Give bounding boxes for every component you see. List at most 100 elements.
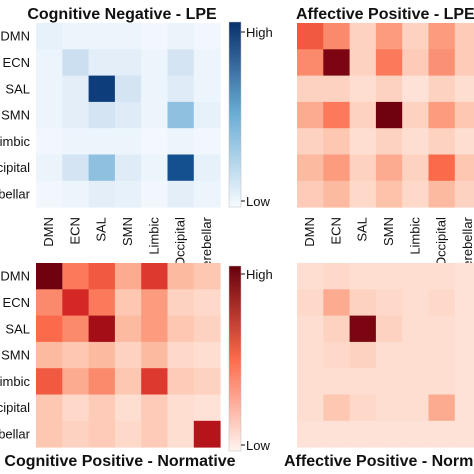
heatmap-cell-cerebellar-sal — [88, 180, 116, 208]
heatmap-cell-sal-limbic — [402, 315, 429, 343]
row-label-ecn: ECN — [3, 55, 30, 70]
row-label-dmn: DMN — [0, 269, 30, 284]
panel-1-colorbar-gradient — [228, 21, 242, 208]
heatmap-cell-cerebellar-cerebellar — [454, 180, 474, 208]
panel-3-title: Cognitive Positive - Normative — [4, 453, 235, 470]
heatmap-cell-dmn-occipital — [167, 23, 195, 50]
heatmap-cell-occipital-ecn — [62, 394, 90, 422]
panel-1-cells — [36, 23, 221, 208]
heatmap-cell-limbic-dmn — [36, 368, 63, 395]
heatmap-cell-smn-smn — [114, 101, 142, 129]
row-label-smn: SMN — [1, 108, 30, 123]
heatmap-cell-ecn-smn — [114, 289, 142, 317]
row-label-ecn: ECN — [3, 295, 30, 310]
heatmap-cell-ecn-cerebellar — [454, 289, 474, 317]
heatmap-cell-limbic-cerebellar — [454, 368, 474, 395]
heatmap-cell-ecn-occipital — [428, 49, 456, 77]
heatmap-cell-sal-smn — [114, 315, 142, 343]
heatmap-cell-limbic-limbic — [141, 128, 168, 155]
heatmap-cell-limbic-ecn — [323, 128, 351, 155]
heatmap-cell-cerebellar-dmn — [36, 420, 63, 448]
heatmap-cell-smn-cerebellar — [454, 341, 474, 369]
panel-1-row-labels: DMN ECN SAL SMN Limbic Occipital Cerebellar — [0, 29, 31, 202]
heatmap-cell-sal-limbic — [402, 75, 429, 103]
heatmap-cell-dmn-limbic — [141, 23, 168, 50]
heatmap-cell-sal-ecn — [323, 315, 351, 343]
heatmap-cell-ecn-occipital — [167, 49, 195, 77]
heatmap-cell-cerebellar-occipital — [428, 180, 456, 208]
heatmap-cell-cerebellar-ecn — [62, 420, 90, 448]
heatmap-cell-dmn-ecn — [323, 263, 351, 290]
panel-4-cells — [297, 263, 474, 448]
heatmap-cell-smn-limbic — [141, 341, 168, 369]
heatmap-cell-smn-dmn — [36, 341, 63, 369]
column-label-dmn: DMN — [41, 217, 56, 247]
heatmap-cell-dmn-smn — [114, 263, 142, 290]
heatmap-cell-limbic-sal — [349, 368, 377, 395]
heatmap-cell-occipital-limbic — [141, 154, 168, 182]
heatmap-cell-dmn-occipital — [428, 263, 456, 290]
heatmap-cell-occipital-dmn — [297, 154, 324, 182]
panel-3-colorbar-high: High — [246, 267, 273, 282]
heatmap-cell-occipital-cerebellar — [193, 154, 221, 182]
heatmap-cell-smn-sal — [88, 101, 116, 129]
heatmap-cell-smn-cerebellar — [193, 341, 221, 369]
heatmap-cell-ecn-ecn — [62, 49, 90, 77]
heatmap-cell-occipital-occipital — [428, 394, 456, 422]
heatmap-cell-occipital-occipital — [167, 154, 195, 182]
heatmap-cell-cerebellar-limbic — [141, 420, 168, 448]
column-label-sal: SAL — [94, 217, 109, 242]
heatmap-cell-occipital-dmn — [297, 394, 324, 422]
heatmap-cell-smn-sal — [349, 101, 377, 129]
heatmap-cell-sal-ecn — [62, 315, 90, 343]
column-label-ecn: ECN — [67, 217, 82, 244]
heatmap-cell-cerebellar-dmn — [36, 180, 63, 208]
row-label-occipital: Occipital — [0, 400, 30, 415]
heatmap-cell-sal-cerebellar — [454, 75, 474, 103]
heatmap-cell-ecn-limbic — [402, 289, 429, 317]
heatmap-cell-ecn-ecn — [323, 49, 351, 77]
heatmap-cell-dmn-cerebellar — [193, 263, 221, 290]
heatmap-cell-dmn-dmn — [297, 23, 324, 50]
heatmap-cell-cerebellar-sal — [88, 420, 116, 448]
panel-3-colorbar: High Low — [228, 265, 273, 453]
heatmap-cell-ecn-smn — [375, 289, 403, 317]
heatmap-cell-ecn-limbic — [141, 49, 168, 77]
heatmap-cell-sal-limbic — [141, 75, 168, 103]
heatmap-cell-sal-cerebellar — [193, 75, 221, 103]
heatmap-cell-occipital-ecn — [323, 154, 351, 182]
heatmap-cell-smn-ecn — [62, 101, 90, 129]
panel-1-column-labels: DMN ECN SAL SMN Limbic Occipital Cerebellar — [41, 216, 214, 277]
heatmap-cell-smn-cerebellar — [454, 101, 474, 129]
heatmap-cell-cerebellar-ecn — [62, 180, 90, 208]
panel-1-colorbar: High Low — [228, 21, 273, 209]
heatmap-cell-limbic-sal — [88, 368, 116, 395]
heatmap-cell-cerebellar-smn — [114, 420, 142, 448]
heatmap-cell-ecn-sal — [349, 289, 377, 317]
row-label-sal: SAL — [5, 81, 30, 96]
heatmap-cell-ecn-sal — [88, 49, 116, 77]
heatmap-cell-cerebellar-sal — [349, 420, 377, 448]
heatmap-cell-occipital-ecn — [62, 154, 90, 182]
heatmap-cell-limbic-cerebellar — [193, 128, 221, 155]
heatmap-cell-ecn-sal — [88, 289, 116, 317]
heatmap-cell-dmn-dmn — [36, 263, 63, 290]
heatmap-cell-limbic-ecn — [62, 368, 90, 395]
panel-2-title: Affective Positive - LPE — [296, 6, 474, 23]
heatmap-cell-limbic-sal — [349, 128, 377, 155]
heatmap-cell-sal-sal — [349, 75, 377, 103]
heatmap-cell-occipital-limbic — [141, 394, 168, 422]
panel-2-column-labels: DMN ECN SAL SMN Limbic Occipital Cerebellar — [302, 216, 474, 277]
row-label-dmn: DMN — [0, 29, 30, 44]
heatmap-cell-occipital-dmn — [36, 154, 63, 182]
heatmap-cell-dmn-dmn — [297, 263, 324, 290]
heatmap-cell-occipital-sal — [349, 154, 377, 182]
heatmap-cell-sal-cerebellar — [193, 315, 221, 343]
column-label-dmn: DMN — [302, 217, 317, 247]
heatmap-cell-cerebellar-limbic — [402, 180, 429, 208]
heatmap-cell-sal-dmn — [297, 315, 324, 343]
heatmap-cell-occipital-ecn — [323, 394, 351, 422]
heatmap-cell-occipital-smn — [114, 154, 142, 182]
heatmap-cell-limbic-ecn — [62, 128, 90, 155]
